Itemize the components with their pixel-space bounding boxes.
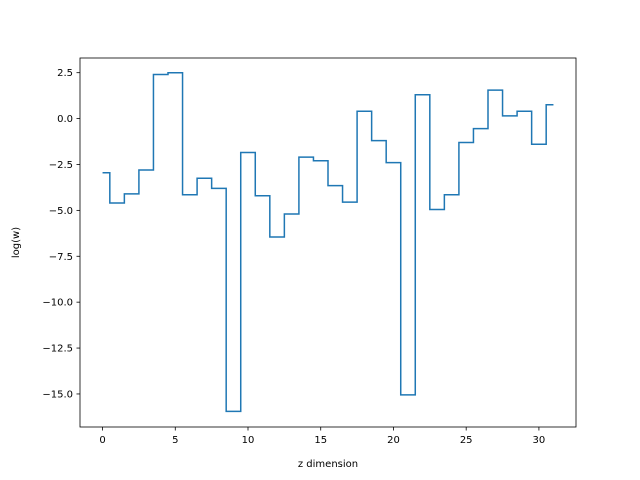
y-tick-label: −2.5 [49,160,73,171]
x-tick-label: 10 [242,435,255,446]
x-tick-label: 0 [99,435,105,446]
x-tick-label: 20 [387,435,400,446]
series-line-0 [102,71,554,413]
y-tick-label: −7.5 [49,252,73,263]
y-tick-label: −12.5 [42,344,73,355]
x-axis-ticks: 0 5 10 15 20 25 30 [99,427,545,446]
axes-frame [79,57,577,428]
series-layer [102,71,554,413]
x-tick-label: 30 [533,435,546,446]
x-tick-label: 25 [460,435,473,446]
x-axis-label: z dimension [298,459,358,470]
y-tick-label: −10.0 [42,298,73,309]
plot-area [80,58,576,427]
y-axis-ticks: 2.5 0.0 −2.5 −5.0 −7.5 −10.0 −12.5 −15.0 [42,68,80,400]
x-tick-label: 5 [172,435,178,446]
y-tick-label: 0.0 [57,114,73,125]
y-axis-label: log(w) [11,227,22,258]
y-tick-label: 2.5 [57,68,73,79]
y-tick-label: −15.0 [42,389,73,400]
x-tick-label: 15 [314,435,327,446]
y-tick-label: −5.0 [49,206,73,217]
